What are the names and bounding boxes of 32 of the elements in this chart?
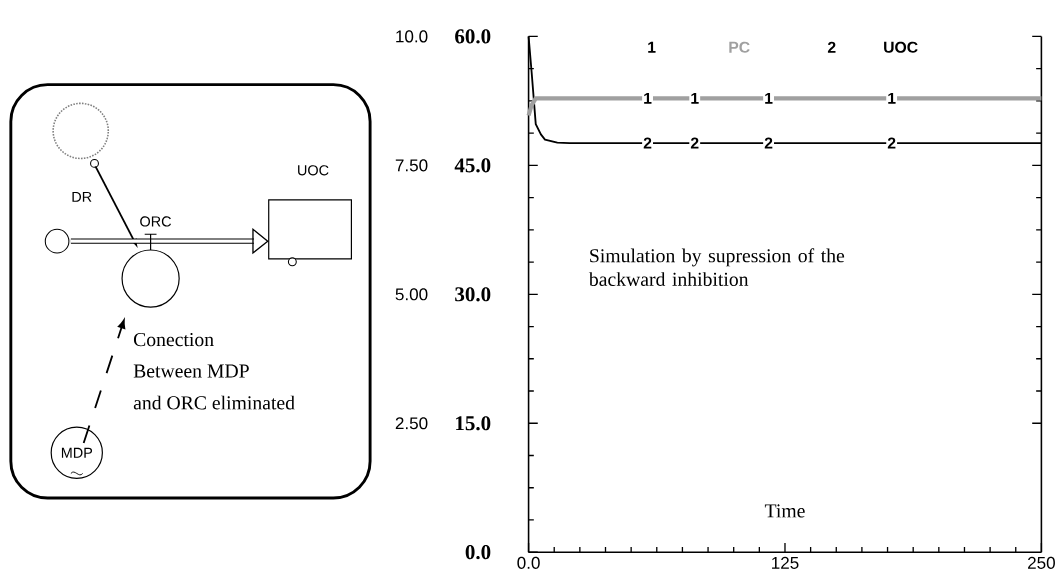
- x-axis-title: Time: [764, 504, 805, 518]
- y2-tick-label: 7.50: [395, 159, 428, 172]
- annotation: 2: [764, 137, 773, 149]
- text: UOC: [298, 165, 329, 176]
- x-tick-label: 125: [772, 556, 799, 569]
- y-tick-label: 45.0: [454, 158, 491, 173]
- text: Conection: [133, 332, 214, 347]
- x-tick-label: 0.0: [517, 556, 540, 569]
- x-tick-label: 250: [1028, 556, 1055, 569]
- annotation: 1: [644, 92, 652, 104]
- annotation: 1: [888, 92, 896, 104]
- annotation: 1: [648, 41, 656, 53]
- text: DR: [72, 191, 92, 202]
- y2-tick-label: 10.0: [396, 30, 428, 43]
- text: ORC: [140, 216, 172, 227]
- text: UOC: [884, 41, 918, 53]
- annotation: 2: [827, 41, 836, 53]
- y-tick-label: 30.0: [455, 287, 491, 302]
- annotation: Simulation by supression of the backward inhibition: [588, 248, 845, 286]
- y2-tick-label: 5.00: [395, 288, 428, 301]
- annotation: 2: [887, 137, 896, 149]
- y2-tick-label: 2.50: [395, 417, 428, 430]
- y-tick-label: 60.0: [455, 29, 491, 44]
- y-tick-label: 15.0: [456, 415, 491, 431]
- annotation: 1: [765, 92, 773, 104]
- annotation: 2: [690, 137, 699, 149]
- annotation: 2: [643, 137, 652, 149]
- text: PC: [729, 41, 750, 53]
- text: and ORC eliminated: [133, 395, 295, 410]
- text: Between MDP: [133, 364, 249, 378]
- annotation: 1: [691, 92, 699, 104]
- text: MDP: [61, 447, 93, 458]
